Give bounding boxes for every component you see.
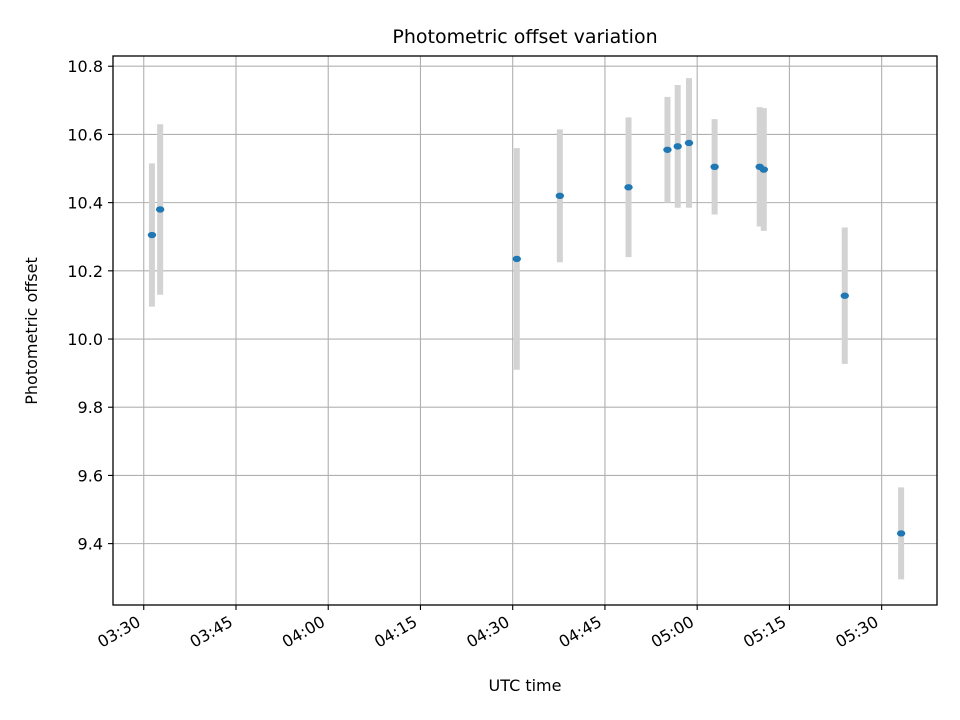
y-tick-label: 10.4 — [67, 194, 103, 213]
x-tick-label: 03:30 — [94, 612, 143, 652]
data-point — [663, 146, 672, 153]
y-tick-label: 9.8 — [78, 398, 103, 417]
y-tick-label: 10.2 — [67, 262, 103, 281]
data-point — [710, 163, 719, 171]
x-tick-label: 04:15 — [371, 612, 420, 652]
data-point — [555, 192, 565, 200]
y-tick-label: 10.6 — [67, 125, 103, 144]
y-tick-label: 10.8 — [67, 57, 103, 76]
x-tick-label: 04:45 — [556, 612, 605, 652]
x-tick-label: 04:30 — [463, 612, 512, 652]
data-point — [673, 143, 682, 150]
y-tick-label: 9.6 — [78, 466, 103, 485]
y-tick-label: 10.0 — [67, 330, 103, 349]
chart-title: Photometric offset variation — [392, 26, 657, 48]
data-point — [155, 206, 165, 213]
data-point — [759, 166, 768, 173]
plot-frame — [112, 55, 938, 606]
x-tick-label: 05:00 — [648, 612, 697, 652]
data-point — [896, 530, 906, 537]
y-axis-label: Photometric offset — [22, 257, 41, 405]
grid — [113, 56, 937, 605]
x-tick-label: 05:15 — [740, 612, 789, 652]
x-tick-label: 04:00 — [279, 612, 328, 652]
x-tick-label: 03:45 — [187, 612, 236, 652]
data-point — [147, 231, 157, 239]
data-point — [624, 184, 633, 191]
error-bars — [148, 78, 905, 580]
data-point — [840, 292, 849, 299]
data-point — [512, 255, 522, 263]
x-tick-label: 05:30 — [832, 612, 881, 652]
data-points — [147, 139, 906, 537]
x-axis-label: UTC time — [489, 676, 562, 695]
data-point — [684, 139, 694, 147]
y-tick-label: 9.4 — [78, 535, 103, 554]
